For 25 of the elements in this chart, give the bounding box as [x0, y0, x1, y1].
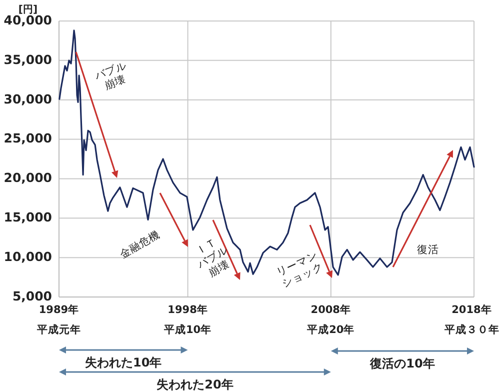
annotation: 金融危機 [118, 228, 162, 262]
text: 復活の10年 [369, 356, 435, 370]
annotation: ＩＴ バブル 崩壊 [194, 236, 232, 280]
text: 失われた20年 [156, 377, 234, 391]
text: 平成10年 [162, 322, 212, 336]
x-tick-label: 1989年 [38, 302, 80, 316]
line-series [58, 30, 475, 276]
y-tick-label: 15,000 [4, 210, 52, 225]
text: 平成３０年 [443, 322, 500, 336]
text: 平成元年 [36, 322, 81, 336]
y-axis-title: [円] [18, 4, 38, 16]
annotation: 復活 [417, 244, 439, 256]
y-tick-label: 5,000 [12, 288, 52, 304]
y-tick-label: 35,000 [4, 52, 52, 67]
y-tick-label: 20,000 [4, 170, 52, 186]
y-tick-label: 10,000 [4, 248, 52, 264]
x-tick-label: 1998年 [168, 302, 208, 316]
y-tick-label: 25,000 [4, 130, 52, 146]
annotation: リーマン ショック [274, 249, 326, 290]
text: 失われた10年 [85, 355, 162, 370]
x-tick-label: 2008年 [310, 302, 352, 316]
text: 平成20年 [306, 322, 355, 336]
y-tick-label: 30,000 [4, 91, 52, 106]
x-tick-label: 2018年 [452, 302, 492, 316]
annotation: バブル 崩壊 [92, 58, 128, 92]
